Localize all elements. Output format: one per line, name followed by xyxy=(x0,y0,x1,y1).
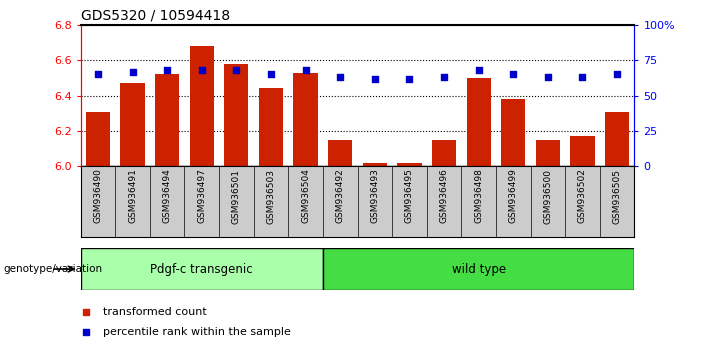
Point xyxy=(508,72,519,77)
Text: GSM936500: GSM936500 xyxy=(543,169,552,223)
Text: GSM936503: GSM936503 xyxy=(266,169,275,223)
Bar xyxy=(432,140,456,166)
Bar xyxy=(190,46,214,166)
Bar xyxy=(328,140,353,166)
Text: GSM936493: GSM936493 xyxy=(370,169,379,223)
Text: GSM936494: GSM936494 xyxy=(163,169,172,223)
Bar xyxy=(294,73,318,166)
Text: GDS5320 / 10594418: GDS5320 / 10594418 xyxy=(81,8,230,22)
Point xyxy=(438,74,449,80)
Point xyxy=(334,74,346,80)
Text: GSM936492: GSM936492 xyxy=(336,169,345,223)
Bar xyxy=(501,99,525,166)
Point xyxy=(196,67,207,73)
Point xyxy=(473,67,484,73)
Bar xyxy=(362,163,387,166)
Bar xyxy=(121,83,144,166)
FancyBboxPatch shape xyxy=(323,248,634,290)
FancyBboxPatch shape xyxy=(81,248,323,290)
Bar xyxy=(605,112,629,166)
Text: transformed count: transformed count xyxy=(103,307,207,318)
Point xyxy=(543,74,554,80)
Point xyxy=(127,69,138,74)
Bar xyxy=(571,136,594,166)
Text: GSM936491: GSM936491 xyxy=(128,169,137,223)
Text: Pdgf-c transgenic: Pdgf-c transgenic xyxy=(151,263,253,275)
Text: GSM936498: GSM936498 xyxy=(474,169,483,223)
Text: GSM936499: GSM936499 xyxy=(509,169,518,223)
Bar xyxy=(397,163,421,166)
Point xyxy=(93,72,104,77)
Point xyxy=(611,72,622,77)
Point xyxy=(577,74,588,80)
Point xyxy=(369,76,381,81)
Point xyxy=(266,72,277,77)
Bar xyxy=(155,74,179,166)
Text: GSM936490: GSM936490 xyxy=(93,169,102,223)
Text: genotype/variation: genotype/variation xyxy=(4,264,102,274)
Text: GSM936496: GSM936496 xyxy=(440,169,449,223)
Text: percentile rank within the sample: percentile rank within the sample xyxy=(103,327,291,337)
Text: GSM936505: GSM936505 xyxy=(613,169,622,223)
Bar xyxy=(259,88,283,166)
Text: wild type: wild type xyxy=(451,263,505,275)
Text: GSM936504: GSM936504 xyxy=(301,169,310,223)
Point xyxy=(300,67,311,73)
Point xyxy=(161,67,172,73)
Text: GSM936495: GSM936495 xyxy=(405,169,414,223)
Bar xyxy=(536,140,560,166)
Point xyxy=(404,76,415,81)
Text: GSM936502: GSM936502 xyxy=(578,169,587,223)
Bar xyxy=(86,112,110,166)
Bar xyxy=(224,64,248,166)
Bar xyxy=(467,78,491,166)
Text: GSM936501: GSM936501 xyxy=(232,169,241,223)
Text: GSM936497: GSM936497 xyxy=(197,169,206,223)
Point xyxy=(231,67,242,73)
